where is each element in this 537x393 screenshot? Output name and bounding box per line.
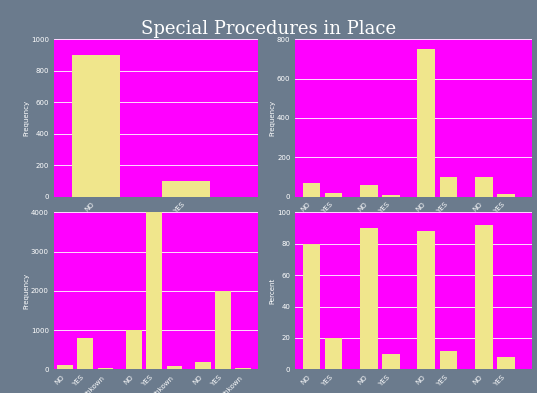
Bar — [126, 330, 142, 369]
Bar — [475, 225, 492, 369]
Bar — [497, 193, 515, 196]
Bar — [77, 338, 93, 369]
Text: Special Procedures in Place: Special Procedures in Place — [141, 20, 396, 38]
Bar — [497, 357, 515, 369]
Bar — [57, 365, 73, 369]
Bar — [195, 362, 211, 369]
Text: B: B — [378, 220, 382, 226]
Y-axis label: Frequency: Frequency — [270, 100, 275, 136]
Bar — [440, 177, 458, 196]
Bar — [302, 183, 320, 196]
Bar — [325, 193, 343, 196]
Bar — [302, 244, 320, 369]
Bar — [215, 291, 231, 369]
Bar — [417, 231, 435, 369]
Bar — [360, 228, 378, 369]
Y-axis label: Frequency: Frequency — [24, 100, 30, 136]
Bar — [147, 212, 162, 369]
Y-axis label: Percent: Percent — [270, 278, 275, 304]
Bar — [72, 55, 120, 196]
Bar — [166, 366, 183, 369]
Bar — [236, 368, 251, 369]
Text: C: C — [435, 220, 440, 226]
Bar — [98, 368, 113, 369]
Bar — [360, 185, 378, 196]
Bar — [382, 195, 400, 196]
Bar — [162, 181, 210, 196]
Bar — [417, 49, 435, 196]
Bar — [440, 351, 458, 369]
Text: D: D — [492, 220, 498, 226]
Text: A: A — [320, 220, 325, 226]
Y-axis label: Frequency: Frequency — [24, 273, 30, 309]
Bar — [475, 177, 492, 196]
Bar — [382, 354, 400, 369]
Bar — [325, 338, 343, 369]
